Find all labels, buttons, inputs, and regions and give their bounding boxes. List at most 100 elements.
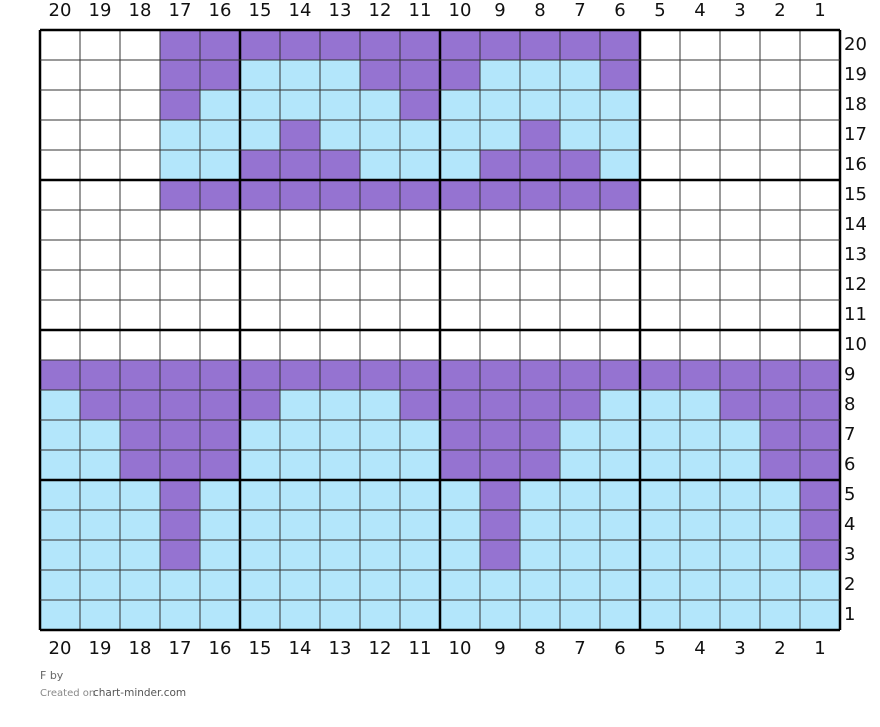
- cell: [560, 120, 600, 150]
- column-label: 4: [694, 638, 705, 659]
- cell: [720, 270, 760, 300]
- cell: [600, 420, 640, 450]
- cell: [520, 30, 560, 60]
- cell: [560, 480, 600, 510]
- cell: [160, 120, 200, 150]
- cell: [800, 270, 840, 300]
- cell: [80, 210, 120, 240]
- cell: [240, 300, 280, 330]
- cell: [280, 150, 320, 180]
- cell: [120, 510, 160, 540]
- cell: [480, 330, 520, 360]
- cell: [200, 30, 240, 60]
- cell: [360, 270, 400, 300]
- cell: [80, 120, 120, 150]
- cell: [480, 270, 520, 300]
- created-prefix: Created on: [40, 688, 95, 699]
- cell: [480, 390, 520, 420]
- cell: [560, 300, 600, 330]
- cell: [280, 300, 320, 330]
- cell: [40, 300, 80, 330]
- cell: [200, 330, 240, 360]
- cell: [520, 570, 560, 600]
- cell: [520, 150, 560, 180]
- cell: [600, 180, 640, 210]
- cell: [640, 540, 680, 570]
- cell: [240, 540, 280, 570]
- cell: [440, 600, 480, 630]
- cell: [280, 450, 320, 480]
- cell: [280, 480, 320, 510]
- cell: [760, 300, 800, 330]
- column-label: 6: [614, 638, 625, 659]
- cell: [560, 30, 600, 60]
- cell: [440, 510, 480, 540]
- site-link[interactable]: chart-minder.com: [93, 687, 186, 699]
- cell: [680, 240, 720, 270]
- column-label: 7: [574, 0, 585, 21]
- cell: [240, 390, 280, 420]
- cell: [640, 240, 680, 270]
- cell: [160, 330, 200, 360]
- cell: [480, 240, 520, 270]
- cell: [520, 450, 560, 480]
- cell: [120, 120, 160, 150]
- cell: [120, 540, 160, 570]
- cell: [560, 330, 600, 360]
- cell: [120, 90, 160, 120]
- cell: [440, 570, 480, 600]
- cell: [320, 150, 360, 180]
- cell: [160, 510, 200, 540]
- cell: [800, 90, 840, 120]
- cell: [720, 210, 760, 240]
- cell: [160, 30, 200, 60]
- cell: [520, 480, 560, 510]
- cell: [800, 150, 840, 180]
- cell: [360, 180, 400, 210]
- cell: [760, 150, 800, 180]
- cell: [520, 510, 560, 540]
- cell: [560, 60, 600, 90]
- cell: [200, 600, 240, 630]
- cell: [600, 150, 640, 180]
- cell: [200, 150, 240, 180]
- cell: [560, 510, 600, 540]
- cell: [800, 390, 840, 420]
- cell: [600, 540, 640, 570]
- cell: [560, 360, 600, 390]
- cell: [520, 270, 560, 300]
- cell: [680, 270, 720, 300]
- cell: [120, 240, 160, 270]
- cell: [120, 270, 160, 300]
- cell: [760, 450, 800, 480]
- cell: [80, 330, 120, 360]
- cell: [160, 150, 200, 180]
- cell: [80, 600, 120, 630]
- cell: [480, 480, 520, 510]
- cell: [40, 180, 80, 210]
- column-label: 9: [494, 638, 505, 659]
- column-label: 16: [209, 638, 232, 659]
- cell: [640, 390, 680, 420]
- cell: [480, 450, 520, 480]
- column-label: 13: [329, 0, 352, 21]
- cell: [440, 150, 480, 180]
- cell: [760, 390, 800, 420]
- cell: [240, 510, 280, 540]
- column-label: 4: [694, 0, 705, 21]
- cell: [120, 480, 160, 510]
- column-label: 14: [289, 0, 312, 21]
- cell: [640, 450, 680, 480]
- cell: [720, 570, 760, 600]
- cell: [200, 180, 240, 210]
- cell: [400, 180, 440, 210]
- column-label: 2: [774, 0, 785, 21]
- cell: [320, 420, 360, 450]
- cell: [360, 300, 400, 330]
- column-label: 12: [369, 638, 392, 659]
- cell: [520, 420, 560, 450]
- column-label: 9: [494, 0, 505, 21]
- cell: [560, 150, 600, 180]
- cell: [80, 480, 120, 510]
- column-label: 5: [654, 638, 665, 659]
